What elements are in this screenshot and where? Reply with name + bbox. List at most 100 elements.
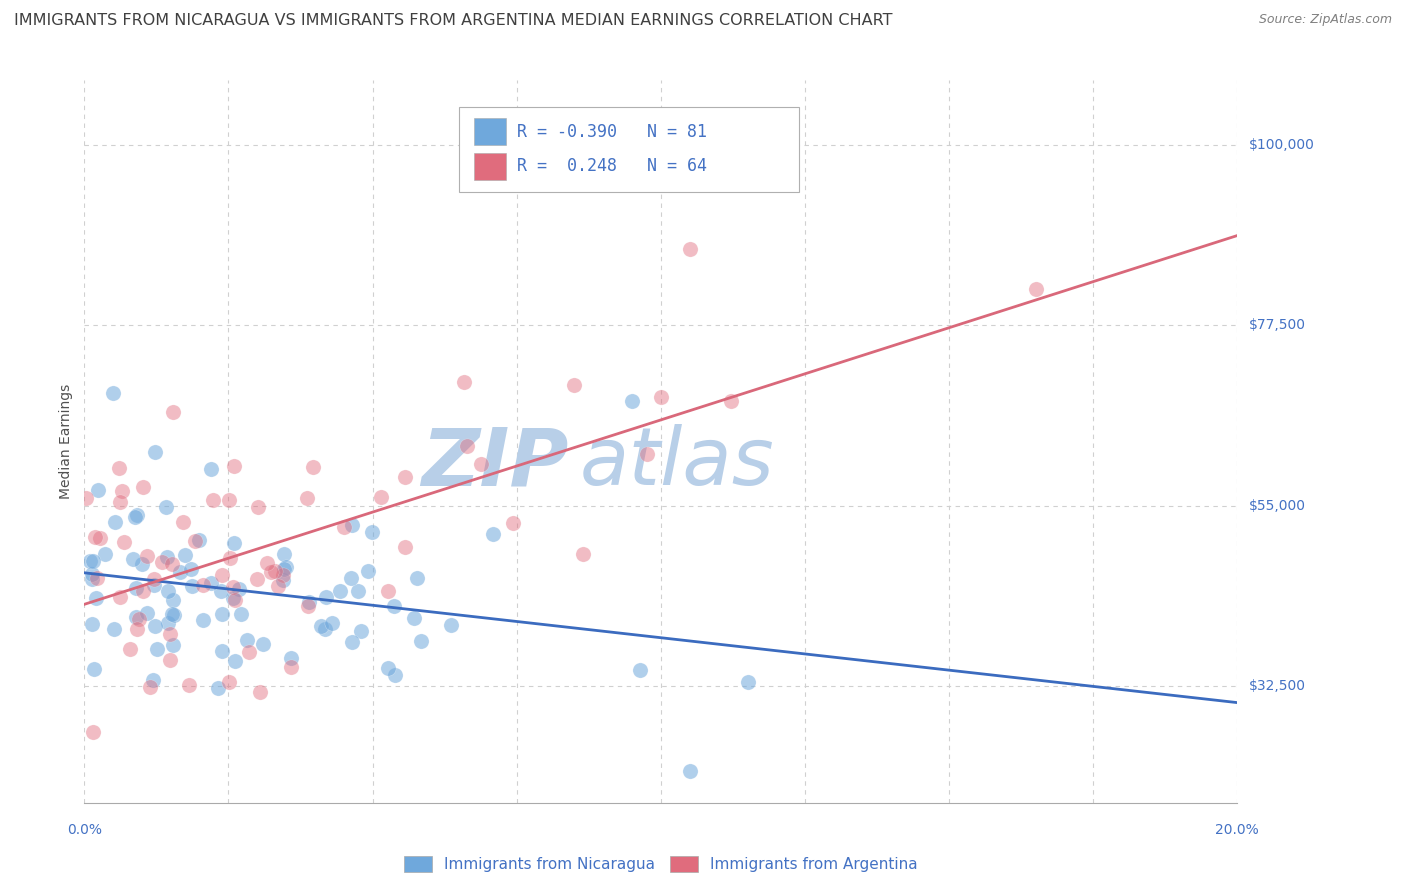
Point — [84, 530, 107, 544]
Point — [377, 660, 399, 674]
Point — [720, 394, 742, 409]
Text: $32,500: $32,500 — [1249, 680, 1305, 693]
Point — [271, 574, 294, 588]
Point — [200, 462, 222, 476]
Point — [456, 439, 478, 453]
Point — [128, 612, 150, 626]
Point — [224, 536, 246, 550]
Point — [132, 584, 155, 599]
Text: IMMIGRANTS FROM NICARAGUA VS IMMIGRANTS FROM ARGENTINA MEDIAN EARNINGS CORRELATI: IMMIGRANTS FROM NICARAGUA VS IMMIGRANTS … — [14, 13, 893, 29]
Point — [200, 575, 222, 590]
Point — [124, 509, 146, 524]
Point — [357, 565, 380, 579]
Point — [209, 583, 232, 598]
Point — [142, 673, 165, 687]
Point — [132, 479, 155, 493]
Text: $55,000: $55,000 — [1249, 499, 1305, 513]
Point — [80, 572, 103, 586]
Point — [187, 533, 209, 547]
Point — [238, 645, 260, 659]
Text: Source: ZipAtlas.com: Source: ZipAtlas.com — [1258, 13, 1392, 27]
Point — [340, 634, 363, 648]
Point — [162, 638, 184, 652]
Point — [80, 567, 103, 582]
Point — [280, 660, 302, 674]
Point — [120, 642, 142, 657]
Point — [679, 242, 702, 256]
Text: $77,500: $77,500 — [1249, 318, 1305, 332]
Point — [84, 591, 107, 606]
Text: R = -0.390   N = 81: R = -0.390 N = 81 — [517, 122, 707, 141]
Point — [150, 556, 173, 570]
Point — [94, 547, 117, 561]
Point — [108, 590, 131, 604]
Point — [224, 593, 246, 607]
Point — [340, 517, 363, 532]
Point — [211, 644, 233, 658]
Text: 20.0%: 20.0% — [1215, 822, 1260, 837]
Point — [246, 572, 269, 586]
Point — [108, 494, 131, 508]
Point — [159, 627, 181, 641]
Point — [636, 446, 658, 460]
Point — [249, 685, 271, 699]
Point — [82, 554, 104, 568]
Point — [162, 592, 184, 607]
Point — [298, 595, 321, 609]
Point — [218, 550, 240, 565]
Point — [211, 567, 233, 582]
Text: $100,000: $100,000 — [1249, 137, 1315, 152]
Point — [157, 615, 180, 630]
Point — [86, 571, 108, 585]
Point — [160, 607, 183, 621]
Point — [273, 562, 295, 576]
Point — [162, 405, 184, 419]
Point — [309, 618, 332, 632]
Point — [350, 624, 373, 639]
Point — [621, 394, 644, 409]
Point — [384, 599, 406, 613]
Point — [453, 375, 475, 389]
Point — [229, 607, 252, 622]
Point — [315, 590, 337, 604]
Point — [86, 483, 108, 498]
Point — [156, 550, 179, 565]
Point — [314, 622, 336, 636]
Point — [108, 460, 131, 475]
Point — [394, 540, 416, 554]
Point — [122, 552, 145, 566]
Point — [177, 678, 200, 692]
Point — [83, 662, 105, 676]
Point — [321, 615, 343, 630]
Point — [267, 579, 290, 593]
Point — [440, 617, 463, 632]
FancyBboxPatch shape — [474, 118, 506, 145]
Point — [103, 386, 124, 401]
Point — [406, 571, 429, 585]
Point — [370, 490, 392, 504]
Point — [162, 557, 184, 571]
Y-axis label: Median Earnings: Median Earnings — [59, 384, 73, 500]
Point — [181, 579, 204, 593]
Text: 0.0%: 0.0% — [67, 822, 101, 837]
Point — [384, 668, 406, 682]
Point — [159, 653, 181, 667]
Point — [131, 557, 153, 571]
Legend: Immigrants from Nicaragua, Immigrants from Argentina: Immigrants from Nicaragua, Immigrants fr… — [398, 850, 924, 879]
Point — [224, 654, 246, 668]
Point — [207, 681, 229, 695]
Point — [201, 492, 224, 507]
Point — [271, 568, 294, 582]
Point — [236, 632, 259, 647]
Point — [482, 526, 505, 541]
Point — [228, 582, 250, 596]
Point — [264, 564, 287, 578]
Point — [679, 764, 702, 778]
Point — [142, 572, 165, 586]
Point — [259, 565, 281, 579]
Point — [737, 674, 759, 689]
Point — [82, 725, 104, 739]
Point — [409, 634, 432, 648]
Point — [252, 637, 274, 651]
Point — [402, 611, 425, 625]
